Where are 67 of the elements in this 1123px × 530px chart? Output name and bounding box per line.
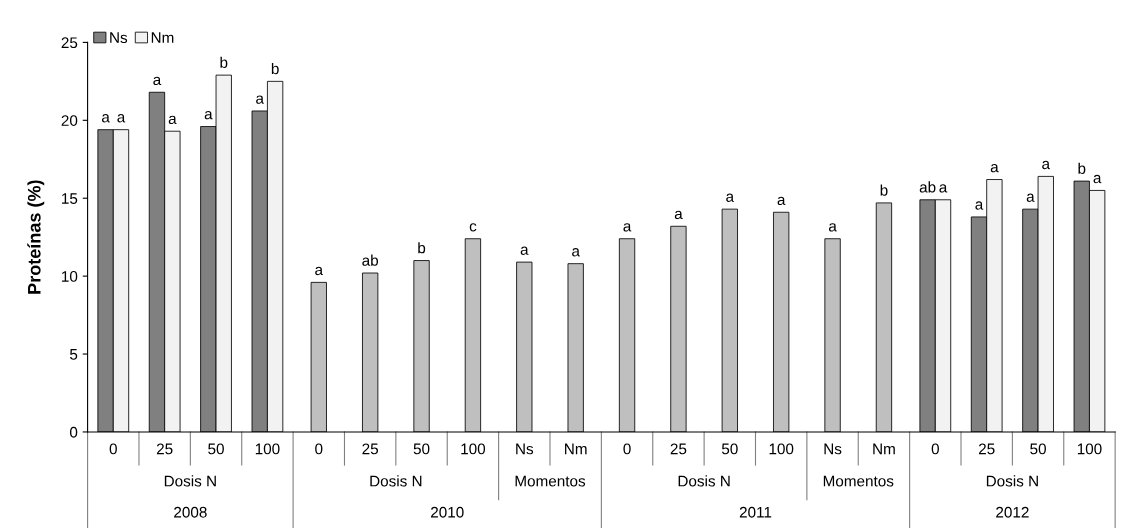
data-label: a — [674, 210, 683, 220]
data-label: a — [623, 223, 632, 232]
text: 2011 — [739, 506, 772, 518]
x-tick-label: 50 — [1030, 443, 1046, 455]
data-label: b — [418, 242, 426, 254]
data-label: b — [880, 184, 888, 196]
x-tick-label: Nm — [565, 443, 587, 455]
data-label: a — [256, 95, 264, 104]
x-tick-label: 0 — [315, 443, 323, 455]
x-tick-label: 25 — [978, 443, 995, 455]
y-axis-title: Proteínas (%) — [27, 180, 45, 294]
data-label: a — [777, 196, 786, 206]
data-label: a — [520, 246, 529, 255]
x-tick-label: 50 — [413, 443, 430, 455]
y-tick-label: 20 — [61, 115, 78, 126]
x-tick-label: 25 — [362, 443, 379, 455]
data-label: a — [975, 201, 984, 210]
text: Dosis N — [986, 475, 1038, 487]
text: 2012 — [996, 506, 1029, 518]
x-tick-label: 100 — [1077, 443, 1102, 455]
x-tick-label: 0 — [109, 443, 117, 455]
data-label: a — [828, 223, 837, 232]
text: Dosis N — [678, 475, 730, 487]
x-tick-label: Ns — [516, 443, 534, 455]
x-tick-label: 50 — [721, 443, 738, 455]
data-label: b — [271, 62, 279, 75]
x-tick-label: 0 — [931, 443, 939, 455]
y-tick-label: 15 — [62, 193, 78, 204]
y-tick-label: 5 — [69, 349, 78, 360]
data-label: ab — [362, 254, 379, 266]
text: Dosis N — [164, 475, 216, 487]
data-label: c — [469, 223, 477, 232]
x-tick-label: Ns — [824, 443, 842, 455]
data-label: a — [168, 115, 177, 125]
x-tick-label: 100 — [461, 443, 486, 455]
x-tick-label: 25 — [156, 443, 173, 455]
legend-label: Ns — [110, 32, 128, 44]
data-label: a — [1093, 174, 1102, 184]
y-tick-label: 10 — [62, 271, 78, 282]
x-tick-label: 0 — [623, 443, 631, 455]
data-label: a — [939, 184, 948, 193]
data-label: a — [1026, 193, 1035, 202]
data-label: b — [1078, 162, 1086, 174]
x-tick-label: 100 — [769, 443, 794, 455]
y-tick-label: 25 — [61, 37, 78, 49]
y-tick-label: 0 — [69, 426, 78, 438]
x-tick-label: Nm — [873, 443, 895, 455]
data-label: a — [1042, 160, 1051, 170]
x-tick-label: 100 — [255, 443, 280, 455]
data-label: a — [572, 248, 580, 257]
text: Momentos — [515, 475, 586, 487]
data-label: a — [204, 110, 213, 120]
x-tick-label: 50 — [208, 443, 224, 455]
data-label: a — [153, 76, 162, 86]
data-label: ab — [919, 181, 936, 193]
data-label: a — [990, 163, 999, 173]
x-tick-label: 25 — [670, 443, 687, 455]
data-label: b — [220, 56, 228, 68]
text: 2008 — [174, 506, 207, 518]
data-label: a — [315, 266, 324, 276]
text: 2010 — [431, 506, 464, 518]
text: Dosis N — [370, 475, 422, 487]
legend-label: Nm — [151, 32, 174, 43]
data-label: a — [726, 193, 735, 202]
text: Momentos — [823, 475, 894, 487]
data-label: a — [101, 114, 110, 123]
data-label: a — [117, 114, 126, 123]
